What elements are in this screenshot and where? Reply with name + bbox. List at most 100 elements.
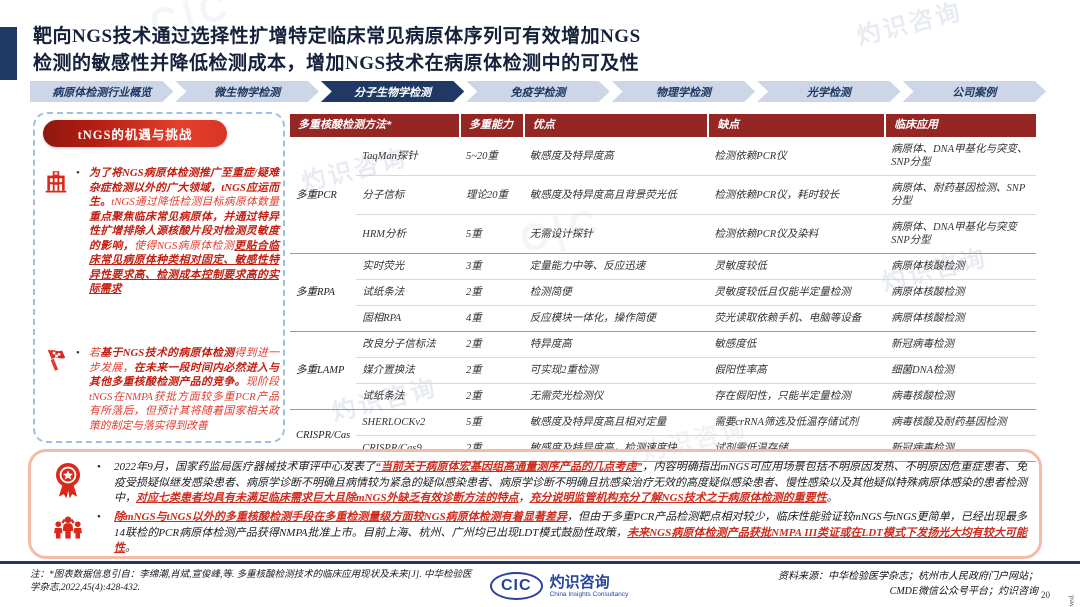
page-number: 20 (1041, 590, 1050, 600)
method-cell: 实时荧光 (356, 253, 460, 280)
company-subtitle: China Insights Consultancy (549, 590, 629, 598)
table-header-cons: 缺点 (708, 114, 887, 137)
nav-tab-4[interactable]: 物理学检测 (612, 81, 755, 102)
capability-cell: 2重 (459, 279, 524, 306)
capability-cell: 5~20重 (459, 137, 524, 176)
sidebar-bullet-text: 为了将NGS病原体检测推广至重症/疑难杂症检测以外的广大领域，tNGS应运而生。… (89, 166, 279, 297)
nav-tab-0[interactable]: 病原体检测行业概览 (30, 81, 173, 102)
note-panel: • 2022年9月，国家药监局医疗器械技术审评中心发表了“当前关于病原体宏基因组… (28, 449, 1042, 559)
method-cell: 固相RPA (356, 305, 460, 332)
table-row: 多重LAMP 改良分子信标法 2重 特异度高 敏感度低 新冠病毒检测 (290, 331, 1036, 410)
text-segment: 。 (125, 542, 136, 554)
capability-cell: 4重 (459, 305, 524, 332)
table-header-pros: 优点 (523, 114, 710, 137)
cons-cell: 检测依赖PCR仪 (708, 137, 886, 176)
application-cell: 病原体、DNA甲基化与突变、SNP分型 (885, 137, 1036, 176)
section-nav: 病原体检测行业概览 微生物学检测 分子生物学检测 免疫学检测 物理学检测 光学检测 公司案例 (30, 81, 1048, 102)
data-sources: 资料来源：中华检验医学杂志；杭州市人民政府门户网站； CMDE微信公众号平台；灼… (778, 569, 1038, 599)
bullet-marker: • (97, 511, 101, 523)
table-row: CRISPR/Cas SHERLOCKv2 5重 敏感度及特异度高且相对定量 需要crR… (290, 409, 1036, 462)
table-row: 固相RPA 4重 反应模块一体化，操作简便 荧光读取依赖手机、电脑等设备 病原体核酸检测 (290, 305, 1036, 332)
cons-cell: 假阳性率高 (708, 357, 886, 384)
capability-cell: 2重 (459, 331, 524, 358)
nav-tab-3[interactable]: 免疫学检测 (466, 81, 609, 102)
note-bullet-text: 除mNGS与tNGS以外的多重核酸检测手段在多重检测量级方面较NGS病原体检测有… (114, 510, 1027, 557)
nav-tab-2[interactable]: 分子生物学检测 (321, 81, 464, 102)
group-cell: 多重PCR (290, 137, 357, 254)
text-segment: ，内容明确指出mNGS可应用场景包括不明原因发热、不明原因危重症患者、免疫受损疑… (114, 461, 1028, 504)
text-segment: 充分说明监管机构充分了解NGS技术之于病原体检测的重要性 (529, 492, 827, 504)
people-icon (47, 510, 89, 546)
table-row: 分子信标 理论20重 敏感度及特异度高且背景荧光低 检测依赖PCR仪，耗时较长 病原体、… (290, 175, 1036, 215)
text-segment: 2022年9月，国家药监局医疗器械技术审评中心发表了 (114, 461, 376, 473)
application-cell: 病原体、耐药基因检测、SNP分型 (885, 175, 1036, 215)
nav-tab-1[interactable]: 微生物学检测 (175, 81, 318, 102)
cons-cell: 试剂需低温存储 (708, 435, 886, 462)
text-segment: 更贴合临床常见病原体种类相对固定、敏感性特异性要求高、检测成本控制要求高的实际需… (89, 239, 280, 296)
method-cell: 试纸条法 (356, 279, 460, 306)
table-header-capability: 多重能力 (459, 114, 525, 137)
cons-cell: 检测依赖PCR仪及染料 (708, 214, 886, 254)
text-segment: 重点聚焦临床常见病原体，并通过特异性扩增排除人源核酸片段对检测灵敏度的影响， (89, 210, 279, 252)
text-segment: 若 (89, 347, 101, 359)
text-segment: ， (518, 492, 530, 504)
footer-divider (0, 561, 1080, 564)
pros-cell: 无需设计探针 (523, 214, 709, 254)
pros-cell: 特异度高 (523, 331, 709, 358)
pros-cell: 敏感度及特异度高，检测速度快 (523, 435, 709, 462)
text-segment: 未来NGS病原体检测产品获批NMPA III类证或在LDT模式下发扬光大均有较大… (114, 526, 1027, 555)
application-cell: 病原体核酸检测 (885, 253, 1036, 280)
table-row: 试纸条法 2重 无需荧光检测仪 存在假阳性，只能半定量检测 病毒核酸检测 (290, 383, 1036, 410)
note-bullet-text: 2022年9月，国家药监局医疗器械技术审评中心发表了“当前关于病原体宏基因组高通… (114, 460, 1027, 507)
cons-cell: 检测依赖PCR仪，耗时较长 (708, 175, 886, 215)
capability-cell: 理论20重 (459, 175, 524, 215)
capability-cell: 3重 (459, 253, 524, 280)
table-header-application: 临床应用 (885, 114, 1036, 137)
capability-cell: 5重 (459, 409, 524, 436)
note-bullet-market: • 除mNGS与tNGS以外的多重核酸检测手段在多重检测量级方面较NGS病原体检… (47, 510, 1027, 557)
title-accent-bar (0, 27, 17, 80)
text-segment: ，但由于多重PCR产品检测靶点相对较少，临床性能验证较mNGS与tNGS更简单，… (114, 511, 1027, 539)
pros-cell: 定量能力中等、反应迅速 (523, 253, 709, 280)
text-segment: 得到进一步发展， (89, 347, 280, 374)
cons-cell: 灵敏度较低且仅能半定量检测 (708, 279, 886, 306)
application-cell: 病原体核酸检测 (885, 305, 1036, 332)
text-segment: 对应七类患者均具有未满足临床需求巨大且除mNGS外缺乏有效诊断方法的特点 (136, 492, 519, 504)
sidebar-panel: tNGS的机遇与挑战 • 为了将NGS病原体检测推广至重症/疑难杂症检测以外的广 (33, 112, 285, 443)
application-cell: 病原体、DNA甲基化与突变SNP分型 (885, 214, 1036, 254)
pros-cell: 敏感度及特异度高且背景荧光低 (523, 175, 709, 215)
nav-tab-6[interactable]: 公司案例 (903, 81, 1046, 102)
page-title-line1: 靶向NGS技术通过选择性扩增特定临床常见病原体序列可有效增加NGS (33, 26, 641, 47)
pros-cell: 反应模块一体化，操作简便 (523, 305, 709, 332)
table-header-row: 多重核酸检测方法* 多重能力 优点 缺点 临床应用 (290, 114, 1036, 137)
capability-cell: 2重 (459, 435, 524, 462)
sidebar-bullet-text: 若基于NGS技术的病原体检测得到进一步发展，在未来一段时间内必然进入与其他多重核… (89, 346, 279, 433)
pros-cell: 敏感度及特异度高且相对定量 (523, 409, 709, 436)
sidebar-badge: tNGS的机遇与挑战 (43, 120, 227, 147)
group-cell: 多重LAMP (290, 331, 357, 410)
table-row: 媒介置换法 2重 可实现2重检测 假阳性率高 细菌DNA检测 (290, 357, 1036, 384)
sidebar-bullet-challenge: • 若基于NGS技术的病原体检测得到进一步发展，在未来一段时间内必然进入与其他多… (43, 346, 279, 433)
group-cell: 多重RPA (290, 253, 357, 332)
text-segment: 基于NGS技术的病原体检测 (100, 347, 235, 359)
text-segment: 使得NGS病原体检测 (134, 239, 235, 252)
source-line: CMDE微信公众号平台；灼识咨询 (889, 586, 1038, 597)
method-cell: TaqMan探针 (356, 137, 460, 176)
capability-cell: 2重 (459, 383, 524, 410)
method-cell: 试纸条法 (356, 383, 460, 410)
pros-cell: 敏感度及特异度高 (523, 137, 709, 176)
flag-icon (43, 346, 71, 433)
group-cell: CRISPR/Cas (290, 409, 357, 462)
application-cell: 新冠病毒检测 (885, 331, 1036, 358)
source-line: 资料来源：中华检验医学杂志；杭州市人民政府门户网站； (778, 571, 1038, 582)
table-row: 多重RPA 实时荧光 3重 定量能力中等、反应迅速 灵敏度较低 病原体核酸检测 (290, 253, 1036, 332)
cic-logo-mark: CIC (490, 572, 543, 600)
cons-cell: 存在假阳性，只能半定量检测 (708, 383, 886, 410)
application-cell: 病原体核酸检测 (885, 279, 1036, 306)
footnote-citation: 注：*图表数据信息引自：李绵潮,肖斌,宣俊峰,等. 多重核酸检测技术的临床应用现… (30, 570, 472, 593)
nav-tab-5[interactable]: 光学检测 (757, 81, 900, 102)
bullet-marker: • (97, 461, 101, 473)
cic-logo: CIC 灼识咨询 China Insights Consultancy (490, 572, 628, 600)
application-cell: 新冠病毒检测 (885, 435, 1036, 462)
